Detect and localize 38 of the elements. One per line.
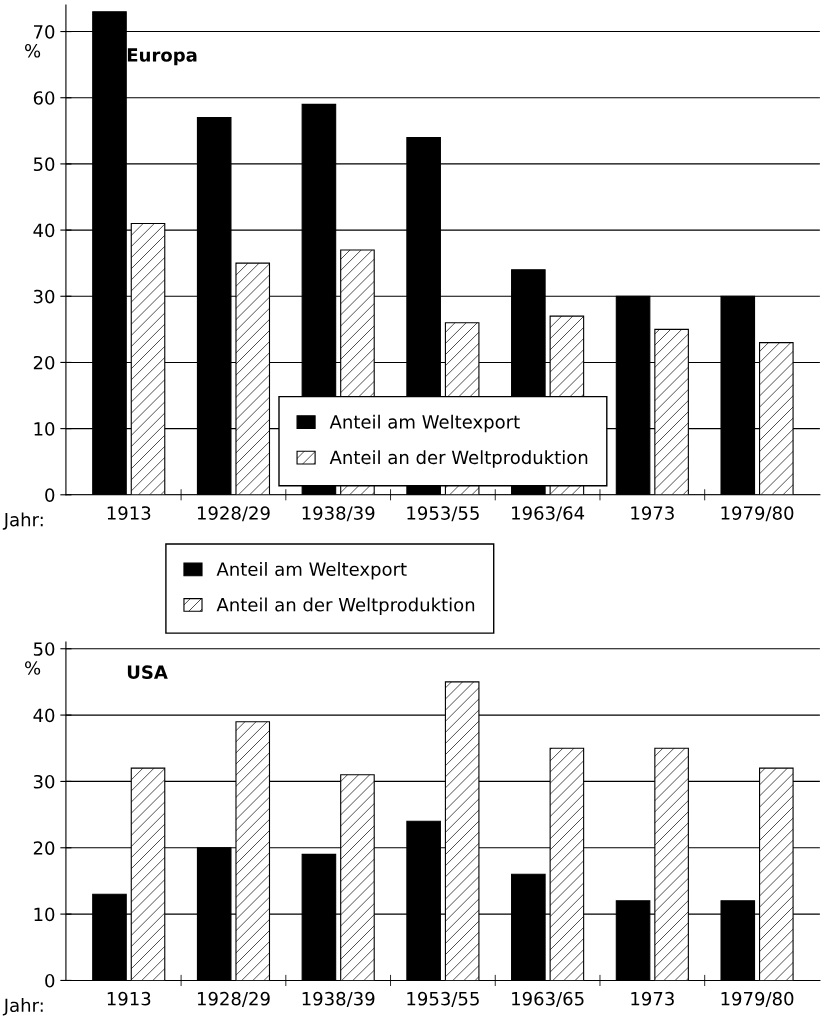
y-tick-label: 10 bbox=[34, 907, 55, 922]
y-tick-label: 0 bbox=[45, 488, 55, 502]
y-tick-label: 40 bbox=[33, 223, 55, 238]
y-axis-title: % bbox=[25, 43, 41, 58]
x-tick-label: 1979/80 bbox=[721, 506, 794, 522]
text: USA bbox=[127, 665, 168, 679]
x-tick-label: 1953/55 bbox=[407, 991, 479, 1007]
x-tick-label: 1963/65 bbox=[512, 991, 584, 1007]
y-tick-label: 30 bbox=[33, 289, 55, 304]
y-tick-label: 10 bbox=[34, 422, 55, 436]
legend-label: Anteil an der Weltproduktion bbox=[329, 450, 588, 468]
y-tick-label: 30 bbox=[33, 774, 55, 789]
y-tick-label: 50 bbox=[33, 642, 55, 656]
x-axis-title: Jahr: bbox=[2, 998, 43, 1016]
y-tick-label: 40 bbox=[33, 708, 55, 723]
x-tick-label: 1928/29 bbox=[197, 506, 270, 522]
x-tick-label: 1963/64 bbox=[512, 506, 585, 522]
legend-label: Anteil am Weltexport bbox=[216, 562, 407, 580]
y-axis-title: % bbox=[25, 661, 41, 675]
y-tick-label: 20 bbox=[33, 841, 55, 855]
x-tick-label: 1913 bbox=[107, 506, 151, 520]
x-tick-label: 1938/39 bbox=[302, 991, 375, 1007]
x-tick-label: 1973 bbox=[631, 991, 674, 1006]
legend-label: Anteil am Weltexport bbox=[329, 414, 520, 433]
x-tick-label: 1913 bbox=[107, 991, 151, 1006]
y-tick-label: 0 bbox=[45, 973, 55, 988]
y-tick-label: 60 bbox=[33, 91, 55, 105]
x-tick-label: 1973 bbox=[631, 506, 674, 520]
x-tick-label: 1938/39 bbox=[302, 506, 375, 522]
x-axis-title: Jahr: bbox=[2, 512, 43, 530]
text: Europa bbox=[127, 48, 197, 66]
y-tick-label: 70 bbox=[34, 25, 55, 39]
y-tick-label: 20 bbox=[33, 355, 55, 370]
y-tick-label: 50 bbox=[33, 157, 55, 172]
x-tick-label: 1953/55 bbox=[407, 506, 479, 522]
legend-label: Anteil an der Weltproduktion bbox=[216, 597, 475, 616]
x-tick-label: 1928/29 bbox=[197, 991, 270, 1007]
x-tick-label: 1979/80 bbox=[721, 991, 794, 1007]
